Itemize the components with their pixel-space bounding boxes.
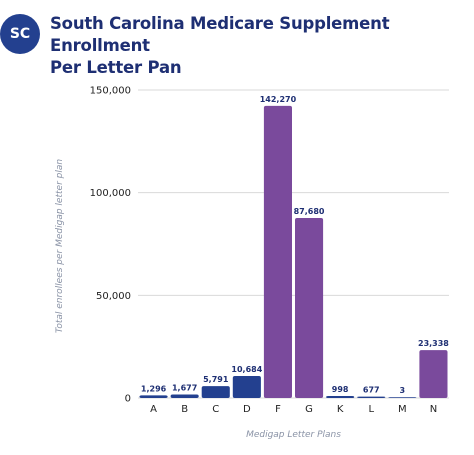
y-tick-label: 50,000: [96, 291, 131, 302]
y-axis-ticks: 0 50,000 100,000 150,000: [90, 86, 131, 405]
data-label-L: 677: [363, 386, 380, 395]
data-label-N: 23,338: [418, 339, 449, 348]
gridlines: [138, 89, 449, 399]
data-label-C: 5,791: [203, 375, 229, 384]
bar-L: [357, 396, 386, 398]
data-label-F: 142,270: [260, 95, 297, 104]
bars: [139, 105, 448, 399]
x-tick-label: C: [212, 404, 219, 415]
x-axis-label: Medigap Letter Plans: [246, 430, 341, 440]
chart-title: South Carolina Medicare Supplement Enrol…: [50, 13, 474, 79]
bar-G: [295, 217, 324, 398]
bar-M: [388, 397, 417, 398]
data-label-B: 1,677: [172, 384, 197, 393]
x-tick-label: B: [181, 404, 188, 415]
x-tick-label: G: [305, 404, 313, 415]
y-tick-label: 100,000: [90, 188, 131, 199]
state-badge: SC: [0, 14, 40, 54]
x-tick-label: D: [243, 404, 251, 415]
x-tick-label: L: [368, 404, 374, 415]
bar-D: [232, 376, 261, 398]
x-tick-label: F: [275, 404, 281, 415]
chart-title-line-2: Per Letter Pan: [50, 58, 182, 77]
bar-N: [419, 350, 448, 398]
bar-A: [139, 395, 168, 398]
x-tick-label: N: [430, 404, 437, 415]
bar-F: [263, 105, 292, 399]
chart-title-line-1: South Carolina Medicare Supplement Enrol…: [50, 14, 390, 55]
y-tick-label: 150,000: [90, 86, 131, 97]
y-tick-label: 0: [125, 394, 131, 405]
data-label-D: 10,684: [231, 365, 262, 374]
data-label-G: 87,680: [294, 207, 325, 216]
bar-B: [170, 394, 199, 398]
data-label-A: 1,296: [141, 384, 167, 393]
bar-K: [326, 395, 355, 398]
bar-C: [201, 386, 230, 398]
x-tick-label: A: [150, 404, 157, 415]
data-label-M: 3: [400, 386, 406, 395]
x-tick-label: M: [398, 404, 407, 415]
y-axis-label: Total enrollees per Medigap letter plan: [55, 159, 65, 333]
x-tick-label: K: [337, 404, 344, 415]
data-label-K: 998: [332, 385, 349, 394]
